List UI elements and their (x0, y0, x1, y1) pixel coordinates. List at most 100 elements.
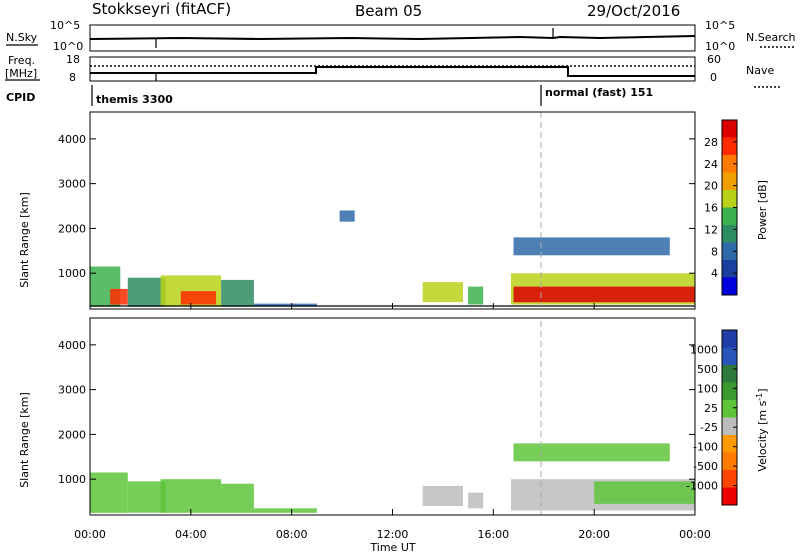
colorbar-frame (721, 329, 738, 506)
echo-region (253, 508, 317, 513)
nave-right-tick-bottom: 0 (710, 71, 717, 84)
colorbar-tick-label: -100 (693, 441, 718, 454)
nave-right-label: Nave (746, 64, 774, 77)
velocity-y-label: Slant Range [km] (18, 392, 31, 488)
colorbar-tick-label: 12 (704, 223, 718, 236)
colorbar-tick-label: 28 (704, 136, 718, 149)
noise-right-label: N.Search (746, 31, 796, 44)
freq-step-trace (90, 66, 695, 77)
x-tick-label: 04:00 (175, 528, 207, 541)
colorbar-swatch (722, 435, 737, 453)
y-tick-label: 2000 (58, 428, 86, 441)
colorbar-swatch (722, 155, 737, 173)
cpid-segment-1: themis 3300 (96, 93, 173, 106)
colorbar-swatch (722, 225, 737, 243)
noise-left-tick-bottom: 10^0 (53, 40, 83, 53)
freq-label-1: Freq. (8, 54, 35, 67)
echo-region (221, 279, 254, 307)
echo-region (513, 237, 670, 256)
echo-region (253, 303, 317, 307)
power-colorbar-label: Power [dB] (756, 180, 769, 240)
power-panel: 1000 2000 3000 4000 Slant Range [km] (18, 111, 696, 310)
echo-region (90, 472, 128, 513)
colorbar-swatch (722, 347, 737, 366)
echo-region (180, 291, 217, 305)
colorbar-tick-label: 25 (704, 402, 718, 415)
velocity-y-ticks: 1000 2000 3000 4000 (58, 339, 695, 486)
colorbar-swatch (722, 242, 737, 261)
echo-region (339, 210, 355, 222)
colorbar-swatch (722, 260, 737, 278)
power-y-ticks: 1000 2000 3000 4000 (58, 133, 695, 280)
x-axis-label: Time UT (369, 541, 415, 554)
freq-label-2: [MHz] (5, 67, 37, 80)
velocity-colorbar-label: Velocity [m s-1] (755, 388, 769, 471)
colorbar-swatch (722, 137, 737, 156)
freq-left-tick-bottom: 8 (69, 71, 76, 84)
power-echo-layer (90, 210, 695, 307)
colorbar-swatch (722, 417, 737, 436)
colorbar-tick-label: 8 (711, 245, 718, 258)
echo-region (468, 286, 484, 305)
y-tick-label: 2000 (58, 222, 86, 235)
colorbar-tick-label: 20 (704, 180, 718, 193)
noise-left-tick-top: 10^5 (50, 19, 80, 32)
x-axis-ticks: 00:00 04:00 08:00 12:00 16:00 20:00 00:00 (74, 303, 711, 541)
nave-right-tick-top: 60 (707, 53, 721, 66)
colorbar-swatch (722, 382, 737, 401)
cpid-label: CPID (6, 91, 35, 104)
date-title: 29/Oct/2016 (587, 2, 680, 20)
power-y-label: Slant Range [km] (18, 192, 31, 288)
y-tick-label: 4000 (58, 339, 86, 352)
colorbar-swatch (722, 120, 737, 138)
x-tick-label: 16:00 (477, 528, 509, 541)
colorbar-swatch (722, 487, 737, 506)
noise-right-tick-bottom: 10^0 (705, 40, 735, 53)
colorbar-swatch (722, 452, 737, 471)
freq-left-tick-top: 18 (66, 53, 80, 66)
colorbar-swatch (722, 190, 737, 208)
colorbar-tick-label: 16 (704, 202, 718, 215)
echo-region (468, 492, 484, 509)
colorbar-tick-label: 100 (697, 382, 718, 395)
echo-region (110, 288, 128, 305)
colorbar-tick-label: 4 (711, 267, 718, 280)
cpid-segment-2: normal (fast) 151 (545, 86, 653, 99)
echo-region (594, 481, 695, 504)
colorbar-swatch (722, 400, 737, 418)
colorbar-tick-label: -500 (693, 460, 718, 473)
freq-panel-frame (89, 56, 696, 82)
echo-region (513, 286, 695, 303)
echo-region (160, 479, 222, 513)
echo-region (127, 481, 166, 513)
x-tick-label: 20:00 (578, 528, 610, 541)
colorbar-tick-label: 1000 (690, 343, 718, 356)
velocity-colorbar: 1000 500 100 25 -25 -100 -500 -1000 (686, 329, 738, 506)
noise-right-tick-top: 10^5 (705, 19, 735, 32)
y-tick-label: 4000 (58, 133, 86, 146)
echo-region (127, 277, 166, 307)
colorbar-swatch (722, 330, 737, 348)
echo-region (422, 282, 463, 303)
colorbar-swatch (722, 172, 737, 191)
y-tick-label: 3000 (58, 178, 86, 191)
y-tick-label: 1000 (58, 473, 86, 486)
beam-title: Beam 05 (355, 2, 422, 20)
colorbar-tick-label: 24 (704, 158, 718, 171)
colorbar-tick-label: -25 (700, 421, 718, 434)
y-tick-label: 3000 (58, 384, 86, 397)
echo-region (221, 483, 254, 513)
y-tick-label: 1000 (58, 267, 86, 280)
colorbar-swatch (722, 470, 737, 488)
colorbar-swatch (722, 277, 737, 296)
colorbar-swatch (722, 365, 737, 383)
colorbar-tick-label: 500 (697, 363, 718, 376)
colorbar-tick-label: -1000 (686, 480, 718, 493)
noise-sky-trace (89, 35, 696, 41)
power-colorbar: 28 24 20 16 12 8 4 (704, 119, 738, 296)
noise-left-label: N.Sky (6, 31, 38, 44)
echo-region (513, 443, 670, 462)
colorbar-swatch (722, 207, 737, 226)
x-tick-label: 12:00 (377, 528, 409, 541)
